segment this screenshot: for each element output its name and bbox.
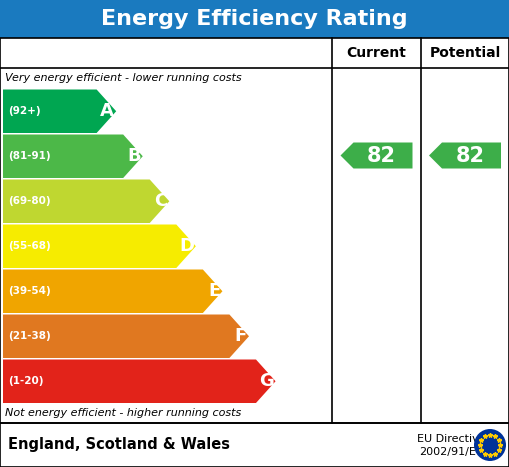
Text: Very energy efficient - lower running costs: Very energy efficient - lower running co… — [5, 73, 242, 83]
Bar — [0, 423, 509, 467]
Text: G: G — [259, 372, 273, 390]
Polygon shape — [3, 179, 169, 223]
Circle shape — [474, 429, 506, 461]
Text: Potential: Potential — [430, 46, 501, 60]
Text: Energy Efficiency Rating: Energy Efficiency Rating — [101, 9, 408, 29]
Text: (21-38): (21-38) — [8, 331, 51, 341]
Text: 2002/91/EC: 2002/91/EC — [419, 447, 484, 457]
Text: F: F — [235, 327, 247, 345]
Text: (69-80): (69-80) — [8, 196, 50, 206]
Text: Current: Current — [347, 46, 407, 60]
Text: B: B — [127, 147, 141, 165]
Polygon shape — [3, 269, 222, 313]
Text: D: D — [179, 237, 194, 255]
Bar — [0, 38, 509, 423]
Text: EU Directive: EU Directive — [417, 434, 485, 444]
Polygon shape — [341, 142, 412, 169]
Text: (1-20): (1-20) — [8, 376, 43, 386]
Polygon shape — [3, 314, 249, 358]
Text: (92+): (92+) — [8, 106, 41, 116]
Text: England, Scotland & Wales: England, Scotland & Wales — [8, 438, 230, 453]
Text: (81-91): (81-91) — [8, 151, 50, 161]
Polygon shape — [3, 134, 143, 178]
Polygon shape — [3, 225, 196, 268]
Polygon shape — [3, 360, 275, 403]
Polygon shape — [429, 142, 501, 169]
Text: (55-68): (55-68) — [8, 241, 51, 251]
Bar — [0, 0, 509, 38]
Text: 82: 82 — [456, 146, 485, 165]
Text: A: A — [100, 102, 114, 120]
Text: E: E — [208, 282, 220, 300]
Text: 82: 82 — [367, 146, 396, 165]
Text: (39-54): (39-54) — [8, 286, 51, 296]
Text: C: C — [154, 192, 167, 210]
Polygon shape — [3, 90, 116, 133]
Text: Not energy efficient - higher running costs: Not energy efficient - higher running co… — [5, 408, 241, 418]
